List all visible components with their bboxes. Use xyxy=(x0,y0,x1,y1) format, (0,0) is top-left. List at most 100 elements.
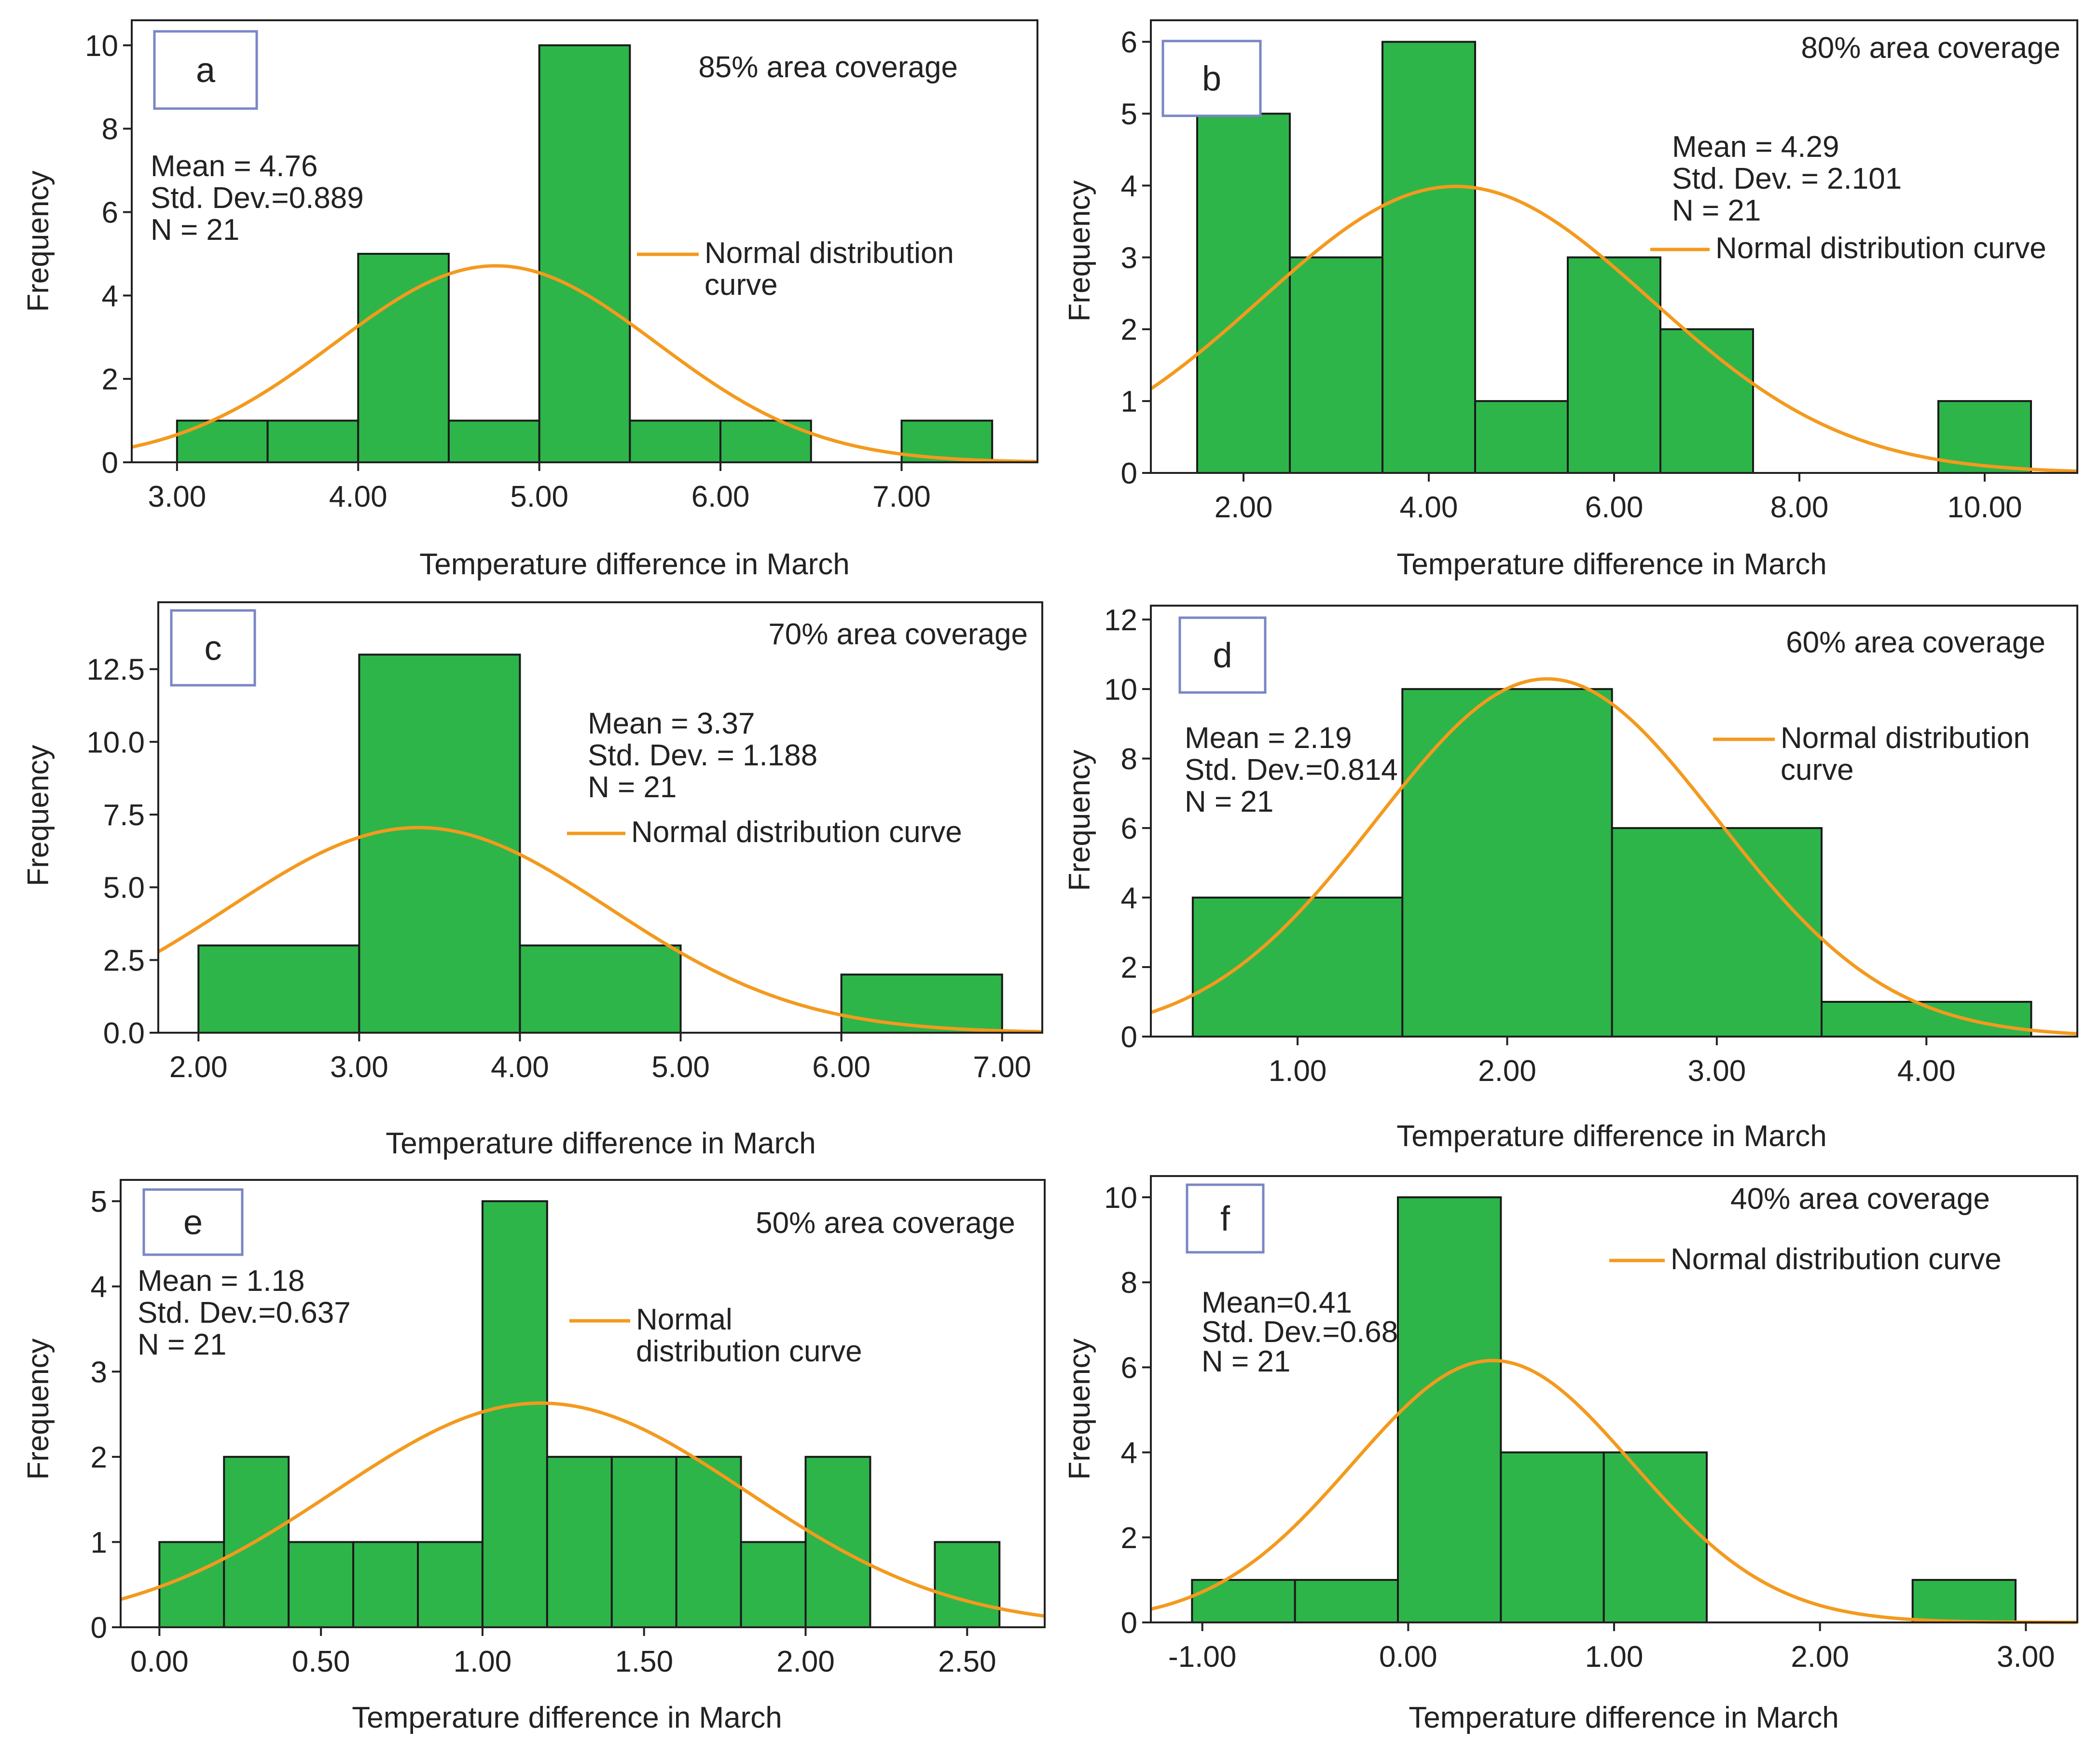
coverage-label: 85% area coverage xyxy=(698,51,958,84)
y-tick-label: 10 xyxy=(1104,1181,1137,1215)
histogram-bar xyxy=(1294,1579,1399,1624)
legend-label: Normal distribution xyxy=(1781,721,2030,755)
summary-stat: Std. Dev.=0.68 xyxy=(1202,1316,1398,1349)
histogram-bar xyxy=(1382,41,1476,474)
x-tick-label: 3.00 xyxy=(330,1051,388,1084)
y-tick-label: 7.5 xyxy=(103,799,145,832)
plot-frame xyxy=(1150,605,2078,1038)
histogram-bar xyxy=(1603,1451,1708,1624)
x-tick-label: 6.00 xyxy=(691,480,750,513)
histogram-bar xyxy=(266,419,359,463)
y-tick-label: 6 xyxy=(1121,26,1137,59)
y-tick-label: 2 xyxy=(1121,1522,1137,1555)
y-axis-title: Frequency xyxy=(22,171,55,312)
panel-letter: a xyxy=(196,51,216,90)
legend-label: curve xyxy=(705,268,778,302)
y-tick-label: 8 xyxy=(1121,743,1137,776)
histogram-bar xyxy=(447,419,540,463)
histogram-bar xyxy=(675,1455,742,1629)
normal-distribution-curve xyxy=(120,1401,1045,1618)
panel-letter: b xyxy=(1202,60,1221,98)
legend-label: curve xyxy=(1781,753,1854,787)
x-tick-label: 7.00 xyxy=(872,480,931,513)
coverage-label: 40% area coverage xyxy=(1730,1182,1990,1216)
x-tick-label: 8.00 xyxy=(1770,491,1829,524)
y-tick-label: 5 xyxy=(91,1185,107,1219)
summary-stat: N = 21 xyxy=(151,213,239,247)
summary-stat: Std. Dev. = 1.188 xyxy=(588,739,817,772)
coverage-label: 80% area coverage xyxy=(1801,31,2060,65)
panel-letter: f xyxy=(1220,1200,1230,1238)
histogram-bar xyxy=(519,944,682,1034)
panel-letter-box xyxy=(1161,40,1262,117)
y-axis-title: Frequency xyxy=(1063,1339,1096,1480)
y-tick-label: 4 xyxy=(1121,1437,1137,1470)
y-tick-label: 2.5 xyxy=(103,944,145,977)
summary-stat: N = 21 xyxy=(138,1328,226,1361)
x-tick-label: 0.50 xyxy=(292,1645,350,1678)
histogram-bar xyxy=(357,252,450,463)
x-tick-label: 0.00 xyxy=(1379,1640,1437,1674)
x-tick-label: 1.00 xyxy=(454,1645,512,1678)
histogram-bar xyxy=(740,1541,807,1628)
histogram-bar xyxy=(804,1455,871,1629)
coverage-label: 70% area coverage xyxy=(768,618,1028,651)
x-tick-label: 3.00 xyxy=(1997,1640,2055,1674)
summary-stat: Mean = 2.19 xyxy=(1185,721,1352,755)
histogram-panel-b: 0 1 2 3 4 5 6 2.00 4.00 6.00 8.00 10.00 Temperature … xyxy=(1063,19,2078,581)
summary-stat: Mean = 4.76 xyxy=(151,150,318,183)
x-tick-label: 2.00 xyxy=(1215,491,1273,524)
y-tick-label: 8 xyxy=(1121,1266,1137,1300)
x-tick-label: 3.00 xyxy=(148,480,207,513)
histogram-bar xyxy=(197,944,360,1034)
summary-stat: Std. Dev.=0.889 xyxy=(151,181,364,215)
summary-stat: Mean = 1.18 xyxy=(138,1264,304,1298)
panel-letter-box xyxy=(142,1188,244,1256)
summary-stat: N = 21 xyxy=(1202,1345,1290,1378)
summary-stat: N = 21 xyxy=(1185,785,1273,818)
y-tick-label: 10.0 xyxy=(86,726,145,759)
x-tick-label: 6.00 xyxy=(1585,491,1644,524)
histogram-bar xyxy=(1289,256,1383,474)
histogram-bar xyxy=(1474,400,1569,474)
y-tick-label: 3 xyxy=(1121,241,1137,275)
summary-stat: Std. Dev. = 2.101 xyxy=(1672,162,1902,195)
normal-distribution-curve xyxy=(1150,1358,2078,1624)
coverage-label: 60% area coverage xyxy=(1786,626,2045,659)
legend-label: distribution curve xyxy=(636,1335,862,1368)
x-tick-label: 2.00 xyxy=(1791,1640,1849,1674)
summary-stat: Mean=0.41 xyxy=(1202,1286,1352,1319)
x-tick-label: 4.00 xyxy=(1400,491,1458,524)
histogram-bar xyxy=(352,1541,419,1628)
x-tick-label: 1.50 xyxy=(615,1645,673,1678)
histogram-bar xyxy=(176,419,269,463)
histogram-bar xyxy=(1191,896,1404,1038)
x-tick-label: 10.00 xyxy=(1947,491,2022,524)
histogram-bar xyxy=(610,1455,677,1629)
histogram-bar xyxy=(538,44,631,463)
y-tick-label: 0 xyxy=(91,1611,107,1645)
histogram-bar xyxy=(840,973,1003,1034)
x-axis-title: Temperature difference in March xyxy=(1409,1701,1838,1734)
histogram-bar xyxy=(1611,827,1823,1038)
histogram-bar xyxy=(629,419,722,463)
x-tick-label: 1.00 xyxy=(1269,1054,1327,1088)
legend-label: Normal distribution xyxy=(705,236,954,270)
x-axis-title: Temperature difference in March xyxy=(1396,548,1826,581)
histogram-bar xyxy=(1196,112,1291,474)
y-tick-label: 10 xyxy=(1104,673,1137,706)
y-tick-label: 2 xyxy=(1121,951,1137,984)
y-tick-label: 0 xyxy=(1121,457,1137,490)
panel-letter-box xyxy=(170,609,256,687)
panel-letter: e xyxy=(183,1204,203,1242)
y-tick-label: 10 xyxy=(85,29,118,63)
y-tick-label: 6 xyxy=(102,196,118,230)
histogram-bar xyxy=(481,1200,548,1628)
y-tick-label: 12.5 xyxy=(86,653,145,687)
y-tick-label: 2 xyxy=(91,1441,107,1474)
x-tick-label: 4.00 xyxy=(491,1051,549,1084)
x-tick-label: 1.00 xyxy=(1585,1640,1644,1674)
normal-distribution-curve xyxy=(131,264,1038,464)
x-tick-label: 5.00 xyxy=(651,1051,710,1084)
